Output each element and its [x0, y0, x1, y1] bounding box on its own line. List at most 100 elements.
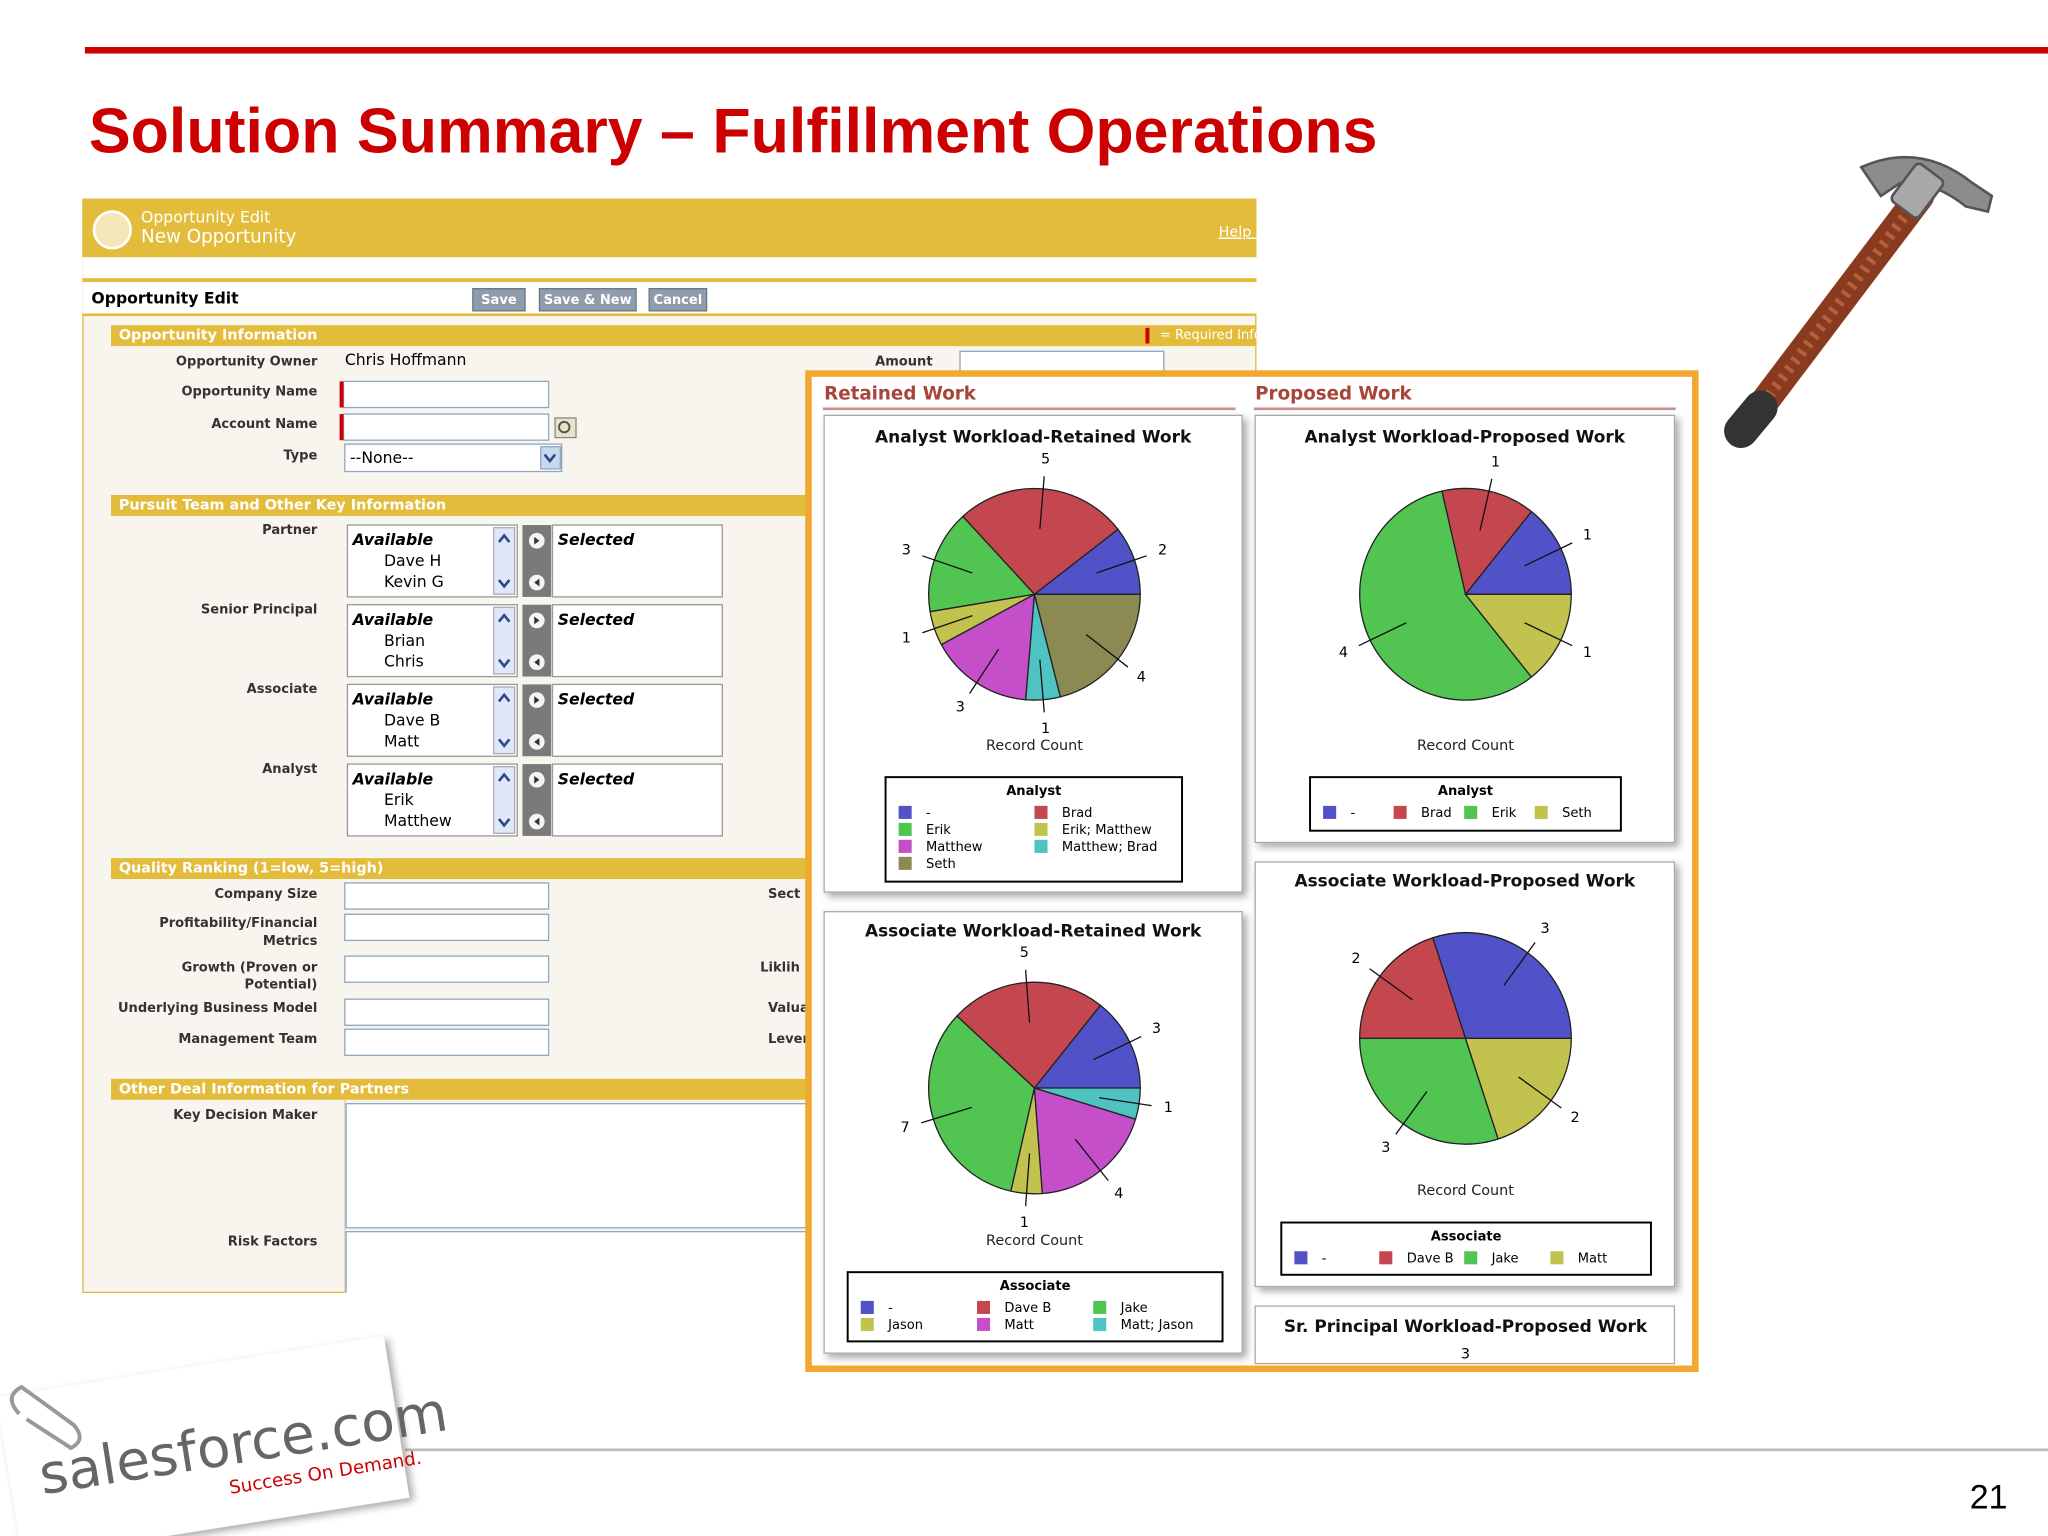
leader-line	[1524, 622, 1573, 647]
legend-swatch	[1093, 1300, 1107, 1314]
legend-title: Associate	[1000, 1279, 1071, 1294]
list-scrollbar	[493, 527, 516, 595]
slice-label: 4	[1339, 645, 1348, 661]
legend-swatch	[898, 839, 912, 853]
leader-line	[922, 555, 973, 574]
list-option: Erik	[384, 790, 415, 809]
legend-swatch	[1379, 1251, 1393, 1265]
field-label: Amount	[875, 354, 932, 369]
legend-label: Matt; Jason	[1121, 1318, 1194, 1333]
slice-label: 1	[1020, 1215, 1029, 1231]
legend-label: Brad	[1062, 806, 1093, 821]
list-heading: Available	[351, 690, 434, 709]
field-label: Account Name	[211, 417, 317, 432]
button[interactable]	[648, 288, 708, 312]
chart-title: Sr. Principal Workload-Proposed Work	[1284, 1317, 1648, 1337]
legend-swatch	[976, 1300, 991, 1314]
button[interactable]	[538, 288, 637, 312]
available-list[interactable]	[346, 763, 518, 837]
slice-label: 3	[902, 542, 911, 558]
required-marker	[1145, 327, 1150, 344]
axis-label: Record Count	[986, 738, 1083, 754]
legend-swatch	[1464, 805, 1478, 819]
button-label: Cancel	[654, 293, 703, 308]
legend-label: Erik; Matthew	[1062, 823, 1152, 838]
text-input[interactable]	[344, 913, 550, 942]
leader-line	[1518, 1076, 1562, 1109]
scroll-down	[497, 579, 511, 589]
field-label: Opportunity Owner	[176, 354, 318, 369]
field-label: Partner	[262, 523, 318, 538]
field-label: Metrics	[263, 934, 318, 949]
select-value: --None--	[350, 448, 413, 467]
available-list[interactable]	[346, 683, 518, 757]
textarea[interactable]	[345, 1231, 817, 1310]
axis-label: Record Count	[986, 1233, 1083, 1249]
slice-label: 3	[1152, 1021, 1161, 1037]
leader-line	[921, 1106, 972, 1124]
leader-line	[1503, 942, 1536, 986]
chart-title: Associate Workload-Proposed Work	[1294, 872, 1635, 892]
scroll-up	[497, 533, 511, 543]
slice-label: 3	[956, 700, 965, 716]
textarea[interactable]	[345, 1103, 817, 1229]
slice-label: 1	[1041, 721, 1050, 737]
available-list[interactable]	[346, 604, 518, 678]
list-scrollbar	[493, 686, 516, 755]
selected-list[interactable]	[551, 524, 723, 598]
column-heading: Proposed Work	[1255, 383, 1412, 404]
select[interactable]	[344, 443, 563, 473]
field-label: Valua	[768, 1001, 809, 1016]
section-title: Other Deal Information for Partners	[119, 1081, 409, 1097]
legend-swatch	[976, 1317, 991, 1331]
list-scrollbar	[493, 606, 516, 675]
dashboard-panel: Retained Work Proposed Work Analyst Worklo…	[805, 370, 1699, 1373]
available-list[interactable]	[346, 524, 518, 598]
hammer	[1724, 155, 1994, 448]
scroll-down	[497, 818, 511, 828]
legend-label: Dave B	[1407, 1252, 1454, 1267]
slide-title: Solution Summary – Fulfillment Operation…	[89, 96, 1378, 166]
list-heading: Selected	[558, 610, 635, 629]
legend-swatch	[1034, 805, 1048, 819]
leader-line	[1024, 969, 1031, 1023]
partial-chart: Sr. Principal Workload-Proposed Work 3	[1254, 1305, 1676, 1365]
text-input[interactable]	[342, 380, 550, 409]
scroll-up	[497, 613, 511, 623]
button[interactable]	[472, 288, 526, 312]
button-arrow	[534, 737, 540, 746]
text-input[interactable]	[344, 998, 550, 1026]
slice-label: 4	[1137, 669, 1146, 685]
text-input[interactable]	[344, 955, 550, 983]
leader-line	[1524, 542, 1573, 567]
selected-list[interactable]	[551, 763, 723, 837]
selected-list[interactable]	[551, 683, 723, 757]
chart-title: Associate Workload-Retained Work	[865, 921, 1202, 941]
legend-swatch	[1034, 839, 1048, 853]
text-input[interactable]	[959, 350, 1165, 373]
pie-chart: Analyst Workload-Proposed Work 1 1 4 1 Record…	[1254, 414, 1676, 844]
list-option: Dave B	[384, 710, 440, 729]
required-marker	[339, 381, 344, 408]
field-label: Management Team	[178, 1032, 317, 1047]
legend-label: Jason	[887, 1318, 923, 1333]
chart-title: Analyst Workload-Proposed Work	[1305, 428, 1626, 448]
list-option: Brian	[384, 631, 425, 650]
header-line2: New Opportunity	[141, 227, 296, 248]
axis-label: Record Count	[1417, 738, 1514, 754]
text-input[interactable]	[342, 413, 550, 441]
slice-label: 2	[1351, 951, 1360, 967]
text-input[interactable]	[344, 882, 550, 910]
list-option: Chris	[384, 652, 424, 671]
text-input[interactable]	[344, 1028, 550, 1056]
selected-list[interactable]	[551, 604, 723, 678]
leader-line	[969, 648, 1000, 694]
legend-swatch	[898, 805, 912, 819]
list-option: Matt	[384, 731, 419, 750]
chart-box	[1254, 1305, 1676, 1365]
list-heading: Selected	[558, 769, 635, 788]
slice-label: 7	[900, 1120, 909, 1136]
button-arrow	[534, 616, 540, 625]
